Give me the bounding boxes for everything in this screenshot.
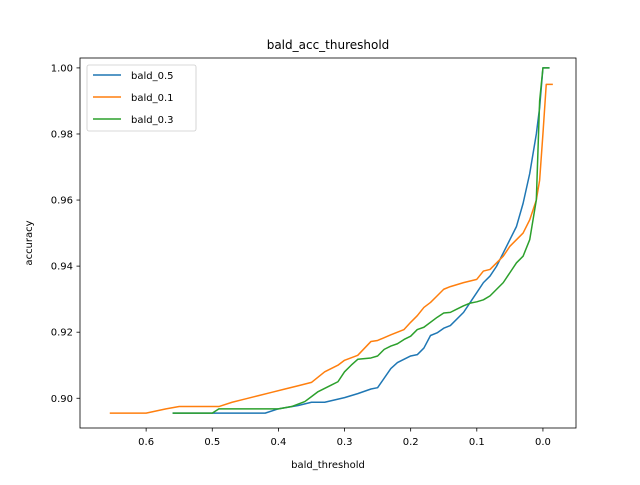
x-tick-label-7: 0.0 [535, 437, 551, 448]
y-tick-label-6: 1.00 [51, 63, 73, 74]
legend-label-3: bald_0.3 [131, 115, 174, 126]
series-line-2 [109, 83, 553, 414]
legend-frame [86, 64, 197, 132]
y-tick-label-5: 0.98 [51, 129, 73, 140]
legend: bald_0.5 bald_0.1 bald_0.3 [86, 64, 197, 132]
chart-title: bald_acc_thureshold [267, 38, 390, 52]
x-tick-label-6: 0.1 [469, 437, 485, 448]
x-axis: 0.6 0.5 0.4 0.3 0.2 0.1 0.0 [138, 428, 551, 448]
y-tick-label-4: 0.96 [51, 196, 73, 207]
x-tick-label-2: 0.5 [204, 437, 220, 448]
y-axis-label: accuracy [24, 220, 35, 265]
y-tick-label-1: 0.90 [51, 394, 73, 405]
x-tick-label-4: 0.3 [337, 437, 353, 448]
legend-label-2: bald_0.1 [131, 93, 174, 104]
series-line-1 [172, 67, 550, 414]
legend-label-1: bald_0.5 [131, 71, 174, 82]
series-line-3 [172, 67, 550, 414]
y-axis: 0.90 0.92 0.94 0.96 0.98 1.00 [51, 63, 80, 405]
series-layer [109, 67, 553, 414]
x-tick-label-5: 0.2 [403, 437, 419, 448]
x-tick-label-1: 0.6 [138, 437, 154, 448]
x-axis-label: bald_threshold [291, 460, 365, 471]
plot-frame [79, 57, 577, 429]
y-tick-label-2: 0.92 [51, 328, 73, 339]
x-tick-label-3: 0.4 [270, 437, 286, 448]
y-tick-label-3: 0.94 [51, 262, 73, 273]
